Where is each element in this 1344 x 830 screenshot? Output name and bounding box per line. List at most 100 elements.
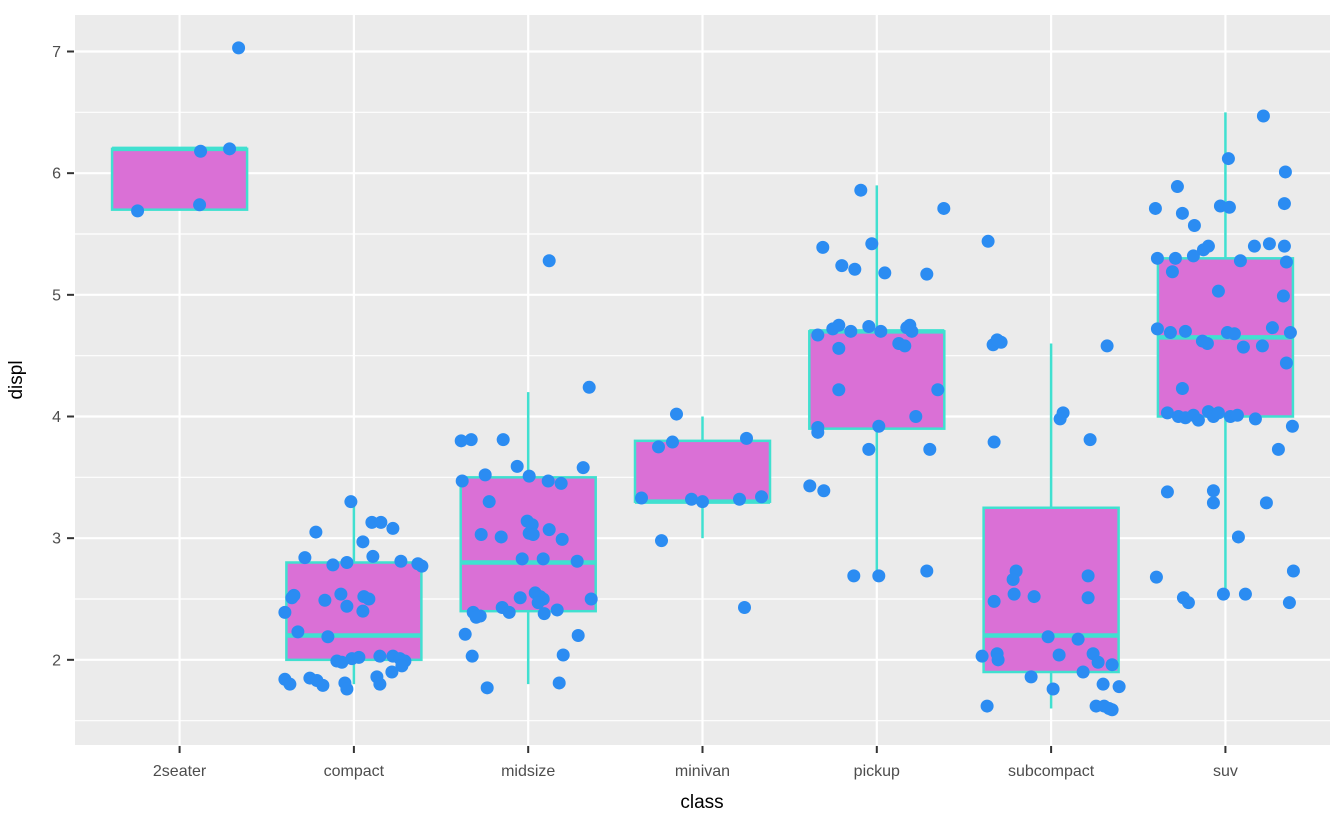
- jitter-point: [1178, 324, 1192, 338]
- jitter-point: [1256, 109, 1270, 123]
- jitter-point: [1231, 530, 1245, 544]
- jitter-point: [1112, 680, 1126, 694]
- jitter-point: [374, 515, 388, 529]
- jitter-point: [811, 425, 825, 439]
- jitter-point: [474, 528, 488, 542]
- y-tick-label: 6: [52, 166, 61, 183]
- jitter-point: [1024, 670, 1038, 684]
- x-tick-label-pickup: pickup: [854, 763, 900, 780]
- jitter-point: [478, 468, 492, 482]
- jitter-point: [1149, 570, 1163, 584]
- jitter-point: [340, 556, 354, 569]
- jitter-point: [576, 461, 590, 475]
- jitter-point: [817, 484, 831, 498]
- jitter-point: [513, 591, 527, 605]
- jitter-point: [847, 569, 861, 583]
- jitter-point: [1285, 419, 1299, 433]
- box-compact: [285, 561, 423, 662]
- jitter-point: [635, 491, 648, 505]
- jitter-point: [1083, 433, 1097, 447]
- jitter-point: [1160, 485, 1174, 499]
- jitter-point: [990, 333, 1004, 347]
- jitter-point: [570, 554, 584, 568]
- jitter-point: [458, 627, 472, 641]
- jitter-point: [340, 599, 354, 613]
- jitter-point: [1150, 322, 1164, 336]
- jitter-point: [1277, 197, 1291, 211]
- jitter-point: [920, 267, 934, 281]
- jitter-point: [1046, 682, 1060, 696]
- jitter-point: [526, 528, 540, 542]
- jitter-point: [515, 552, 529, 566]
- jitter-point: [1187, 218, 1201, 232]
- y-tick-label: 5: [52, 287, 61, 304]
- jitter-point: [542, 523, 556, 537]
- jitter-point: [1200, 337, 1214, 350]
- jitter-point: [738, 601, 751, 615]
- jitter-point: [340, 682, 354, 696]
- jitter-point: [283, 677, 297, 691]
- jitter-point: [670, 407, 683, 421]
- jitter-point: [1165, 265, 1179, 279]
- jitter-point: [1206, 496, 1220, 510]
- jitter-point: [1027, 590, 1041, 604]
- jitter-point: [1168, 251, 1182, 265]
- jitter-point: [920, 564, 934, 578]
- jitter-point: [541, 474, 555, 488]
- jitter-point: [1163, 326, 1177, 340]
- jitter-point: [987, 594, 1001, 608]
- jitter-point: [1160, 406, 1174, 420]
- jitter-point: [1276, 289, 1290, 303]
- jitter-point: [1265, 321, 1279, 335]
- jitter-point: [816, 240, 830, 254]
- jitter-point: [316, 678, 330, 692]
- jitter-point: [373, 649, 387, 663]
- jitter-point: [733, 492, 746, 506]
- jitter-point: [352, 650, 366, 664]
- jitter-point: [755, 490, 768, 504]
- jitter-point: [465, 649, 479, 663]
- jitter-point: [1216, 587, 1230, 601]
- jitter-point: [909, 410, 923, 423]
- jitter-point: [394, 554, 408, 568]
- jitter-point: [991, 653, 1005, 667]
- jitter-point: [464, 433, 478, 447]
- jitter-point: [1248, 412, 1262, 426]
- jitter-point: [1100, 339, 1114, 353]
- jitter-point: [1053, 412, 1067, 426]
- jitter-point: [844, 324, 858, 338]
- jitter-point: [1181, 596, 1195, 610]
- jitter-point: [832, 383, 846, 397]
- jitter-point: [655, 534, 668, 548]
- jitter-point: [556, 648, 570, 662]
- jitter-point: [1041, 630, 1055, 644]
- jitter-point: [1175, 206, 1189, 220]
- x-tick-label-2seater: 2seater: [153, 763, 207, 780]
- jitter-point: [194, 144, 208, 158]
- jitter-point: [291, 625, 305, 639]
- x-tick-label-suv: suv: [1213, 763, 1238, 780]
- jitter-point: [1148, 201, 1162, 215]
- jitter-point: [415, 559, 429, 573]
- jitter-point: [344, 495, 358, 509]
- jitter-point: [482, 495, 496, 509]
- jitter-point: [356, 604, 370, 618]
- jitter-point: [454, 434, 468, 448]
- jitter-point: [1006, 573, 1020, 587]
- jitter-point: [652, 440, 665, 454]
- jitter-point: [1196, 243, 1210, 257]
- jitter-point: [494, 530, 508, 544]
- jitter-point: [931, 383, 945, 397]
- jitter-point: [696, 495, 709, 509]
- y-tick-label: 2: [52, 652, 61, 669]
- jitter-point: [321, 630, 335, 644]
- jitter-point: [905, 324, 919, 338]
- jitter-point: [1052, 648, 1066, 662]
- y-tick-label: 7: [52, 44, 61, 61]
- jitter-point: [1247, 239, 1261, 253]
- x-tick-label-compact: compact: [324, 763, 385, 780]
- jitter-points: [131, 41, 1300, 717]
- jitter-point: [571, 629, 585, 642]
- jitter-point: [1081, 591, 1095, 605]
- x-tick-label-midsize: midsize: [501, 763, 555, 780]
